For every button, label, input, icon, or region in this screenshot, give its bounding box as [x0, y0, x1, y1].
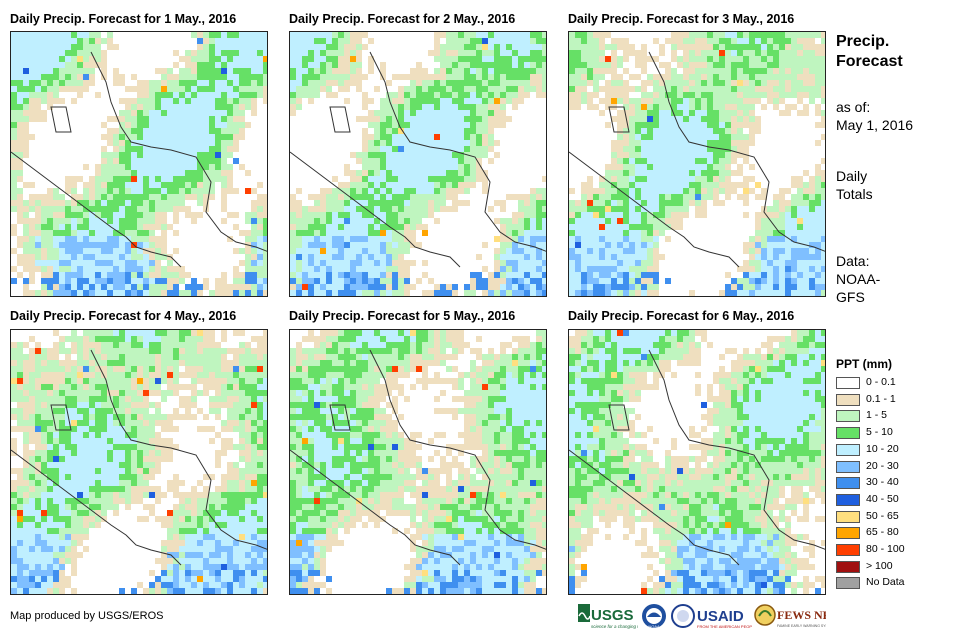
- sidebar-totals: Daily Totals: [836, 167, 873, 203]
- precip-map-2: [289, 31, 547, 297]
- legend-swatch: [836, 510, 860, 523]
- legend-swatch: [836, 577, 860, 590]
- legend-label: > 100: [866, 559, 893, 572]
- sidebar-title: Precip. Forecast: [836, 32, 903, 72]
- fewsnet-logo: FEWS NET FAMINE EARLY WARNING SYSTEMS NE…: [754, 604, 826, 628]
- precip-map-1: [10, 31, 268, 297]
- sidebar-totals-line2: Totals: [836, 186, 873, 202]
- legend-swatch: [836, 427, 860, 440]
- legend-label: 80 - 100: [866, 543, 905, 555]
- legend-swatch: [836, 460, 860, 473]
- legend-label: No Data: [866, 576, 905, 589]
- precip-raster: [290, 32, 546, 296]
- usaid-logo-text: USAID: [697, 608, 744, 625]
- legend-swatch: [836, 560, 860, 573]
- sidebar-data-line1: Data:: [836, 253, 870, 269]
- usgs-logo: USGS science for a changing world: [578, 604, 638, 629]
- coastline: [569, 349, 825, 566]
- precip-map-6: [568, 329, 826, 595]
- legend-label: 5 - 10: [866, 426, 893, 439]
- sidebar-data-source: Data: NOAA- GFS: [836, 252, 880, 306]
- legend-swatch: [836, 493, 860, 506]
- legend-swatch: [836, 410, 860, 423]
- precip-raster: [569, 330, 825, 594]
- usaid-seal: [671, 604, 695, 628]
- noaa-logo-text: NOAA: [648, 624, 660, 629]
- precip-map-3: [568, 31, 826, 297]
- panel-title-4: Daily Precip. Forecast for 4 May., 2016: [10, 309, 237, 323]
- legend-title: PPT (mm): [836, 357, 893, 371]
- coastline: [11, 51, 267, 268]
- sidebar-asof: as of: May 1, 2016: [836, 98, 913, 134]
- legend-label: 50 - 65: [866, 509, 899, 522]
- legend-swatch: [836, 393, 860, 406]
- map-credit: Map produced by USGS/EROS: [10, 610, 164, 622]
- legend-label: 1 - 5: [866, 409, 888, 422]
- noaa-logo: NOAA: [642, 604, 666, 629]
- panel-title-5: Daily Precip. Forecast for 5 May., 2016: [289, 309, 516, 323]
- sidebar-data-line3: GFS: [836, 289, 865, 305]
- precip-raster: [11, 330, 267, 594]
- coastline: [569, 51, 825, 268]
- legend-swatch: [836, 377, 860, 389]
- usgs-logo-text: USGS: [591, 607, 634, 624]
- sidebar-totals-line1: Daily: [836, 168, 868, 184]
- precip-map-5: [289, 329, 547, 595]
- precip-raster: [290, 330, 546, 594]
- precip-map-4: [10, 329, 268, 595]
- sidebar-asof-label: as of:: [836, 99, 871, 115]
- legend-label: 65 - 80: [866, 526, 899, 539]
- coastline: [11, 349, 267, 566]
- legend-swatch: [836, 527, 860, 540]
- coastline: [290, 349, 546, 566]
- panel-title-3: Daily Precip. Forecast for 3 May., 2016: [568, 12, 795, 26]
- legend-swatch: [836, 544, 860, 556]
- panel-title-6: Daily Precip. Forecast for 6 May., 2016: [568, 309, 795, 323]
- legend-label: 40 - 50: [866, 492, 899, 505]
- legend-label: 10 - 20: [866, 442, 899, 455]
- legend-label: 0 - 0.1: [866, 376, 896, 388]
- precip-raster: [569, 32, 825, 296]
- legend-swatch: [836, 477, 860, 490]
- sidebar-title-line1: Precip.: [836, 33, 890, 50]
- legend-label: 0.1 - 1: [866, 392, 896, 405]
- legend-label: 30 - 40: [866, 476, 899, 489]
- legend-label: 20 - 30: [866, 459, 899, 472]
- fewsnet-logo-text: FEWS NET: [777, 608, 826, 622]
- usaid-logo: USAID FROM THE AMERICAN PEOPLE: [697, 608, 752, 629]
- sidebar-data-line2: NOAA-: [836, 271, 881, 287]
- precip-raster: [11, 32, 267, 296]
- sidebar-title-line2: Forecast: [836, 53, 903, 70]
- panel-title-1: Daily Precip. Forecast for 1 May., 2016: [10, 12, 237, 26]
- legend-swatch: [836, 443, 860, 456]
- sidebar-asof-date: May 1, 2016: [836, 117, 914, 133]
- coastline: [290, 51, 546, 268]
- panel-title-2: Daily Precip. Forecast for 2 May., 2016: [289, 12, 516, 26]
